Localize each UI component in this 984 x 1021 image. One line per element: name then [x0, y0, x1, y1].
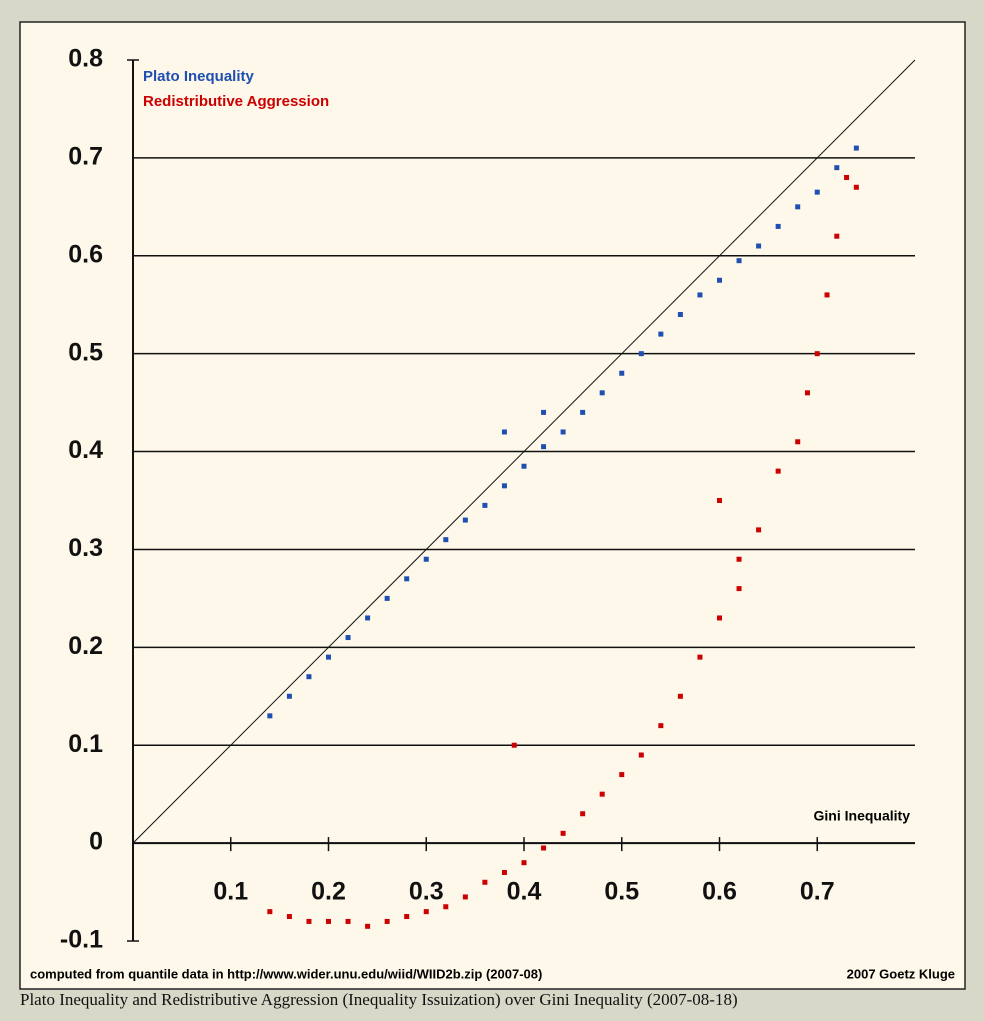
- scatter-point: [853, 145, 859, 151]
- scatter-point: [501, 483, 507, 489]
- scatter-point: [267, 713, 273, 719]
- scatter-point: [853, 184, 859, 190]
- chart-frame: [19, 21, 966, 990]
- scatter-point: [443, 904, 449, 910]
- chart: computed from quantile data in http://ww…: [19, 21, 966, 990]
- scatter-point: [717, 498, 722, 503]
- scatter-point: [580, 811, 586, 817]
- scatter-point: [384, 595, 390, 601]
- scatter-point: [775, 468, 781, 474]
- scatter-point: [736, 586, 742, 592]
- scatter-point: [345, 918, 351, 924]
- scatter-point: [697, 654, 703, 660]
- scatter-point: [795, 439, 801, 445]
- scatter-point: [599, 791, 605, 797]
- scatter-point: [560, 830, 566, 836]
- scatter-point: [775, 223, 781, 229]
- y-tick-label: 0.4: [68, 436, 103, 464]
- x-tick-label: 0.5: [604, 878, 639, 906]
- footnote: computed from quantile data in http://ww…: [30, 966, 542, 981]
- reference-diagonal: [132, 59, 916, 844]
- scatter-point: [638, 351, 644, 357]
- scatter-point: [834, 165, 840, 171]
- scatter-point: [482, 879, 488, 885]
- scatter-point: [677, 312, 683, 318]
- scatter-point: [541, 409, 547, 415]
- scatter-point: [267, 909, 273, 915]
- scatter-point: [404, 914, 410, 920]
- scatter-point: [326, 918, 331, 924]
- scatter-point: [580, 409, 586, 415]
- scatter-point: [844, 174, 850, 180]
- y-tick-label: 0.6: [68, 240, 103, 268]
- scatter-point: [501, 869, 507, 875]
- x-tick-label: 0.7: [800, 878, 835, 906]
- x-tick-label: 0.2: [311, 878, 346, 906]
- y-tick-label: 0.8: [68, 45, 103, 73]
- scatter-point: [384, 918, 390, 924]
- scatter-point: [326, 654, 331, 660]
- scatter-point: [501, 429, 507, 435]
- scatter-point: [804, 390, 810, 396]
- scatter-point: [736, 258, 742, 264]
- scatter-point: [717, 615, 722, 621]
- scatter-point: [482, 502, 488, 508]
- x-tick-label: 0.6: [702, 878, 737, 906]
- scatter-point: [286, 693, 292, 699]
- scatter-point: [619, 370, 625, 376]
- scatter-point: [814, 351, 820, 357]
- scatter-point: [423, 909, 429, 915]
- y-tick-label: 0.3: [68, 534, 103, 562]
- scatter-point: [638, 752, 644, 758]
- scatter-point: [824, 292, 830, 298]
- x-axis-label: Gini Inequality: [814, 808, 911, 824]
- x-tick-label: 0.3: [409, 878, 444, 906]
- scatter-point: [814, 189, 820, 195]
- scatter-point: [658, 723, 664, 729]
- x-tick-label: 0.1: [213, 878, 248, 906]
- credit: 2007 Goetz Kluge: [847, 966, 955, 981]
- scatter-point: [560, 429, 566, 435]
- scatter-point: [365, 615, 371, 621]
- scatter-point: [404, 576, 410, 582]
- scatter-point: [619, 772, 625, 778]
- scatter-point: [541, 444, 547, 450]
- x-tick-label: 0.4: [507, 878, 542, 906]
- scatter-point: [443, 537, 449, 543]
- scatter-point: [521, 463, 527, 469]
- y-tick-label: 0.2: [68, 632, 103, 660]
- y-tick-label: 0.5: [68, 338, 103, 366]
- scatter-point: [462, 894, 468, 900]
- scatter-point: [697, 292, 703, 298]
- scatter-point: [599, 390, 605, 396]
- scatter-point: [756, 527, 762, 533]
- caption: Plato Inequality and Redistributive Aggr…: [20, 990, 738, 1009]
- scatter-point: [511, 742, 517, 748]
- scatter-point: [306, 918, 312, 924]
- scatter-point: [677, 693, 683, 699]
- scatter-point: [521, 860, 527, 866]
- y-tick-label: 0.7: [68, 142, 103, 170]
- legend-entry: Plato Inequality: [143, 68, 255, 85]
- scatter-point: [717, 277, 722, 283]
- scatter-point: [286, 914, 292, 920]
- scatter-point: [658, 331, 664, 337]
- scatter-point: [345, 635, 351, 641]
- scatter-point: [423, 556, 429, 562]
- scatter-point: [736, 556, 742, 562]
- scatter-point: [365, 923, 371, 929]
- scatter-point: [756, 243, 762, 249]
- scatter-point: [541, 845, 547, 851]
- y-tick-label: -0.1: [60, 926, 103, 954]
- legend-entry: Redistributive Aggression: [143, 93, 329, 110]
- y-tick-label: 0: [89, 828, 103, 856]
- scatter-point: [462, 517, 468, 523]
- y-tick-label: 0.1: [68, 730, 103, 758]
- scatter-point: [795, 204, 801, 210]
- scatter-point: [306, 674, 312, 680]
- scatter-point: [834, 233, 840, 239]
